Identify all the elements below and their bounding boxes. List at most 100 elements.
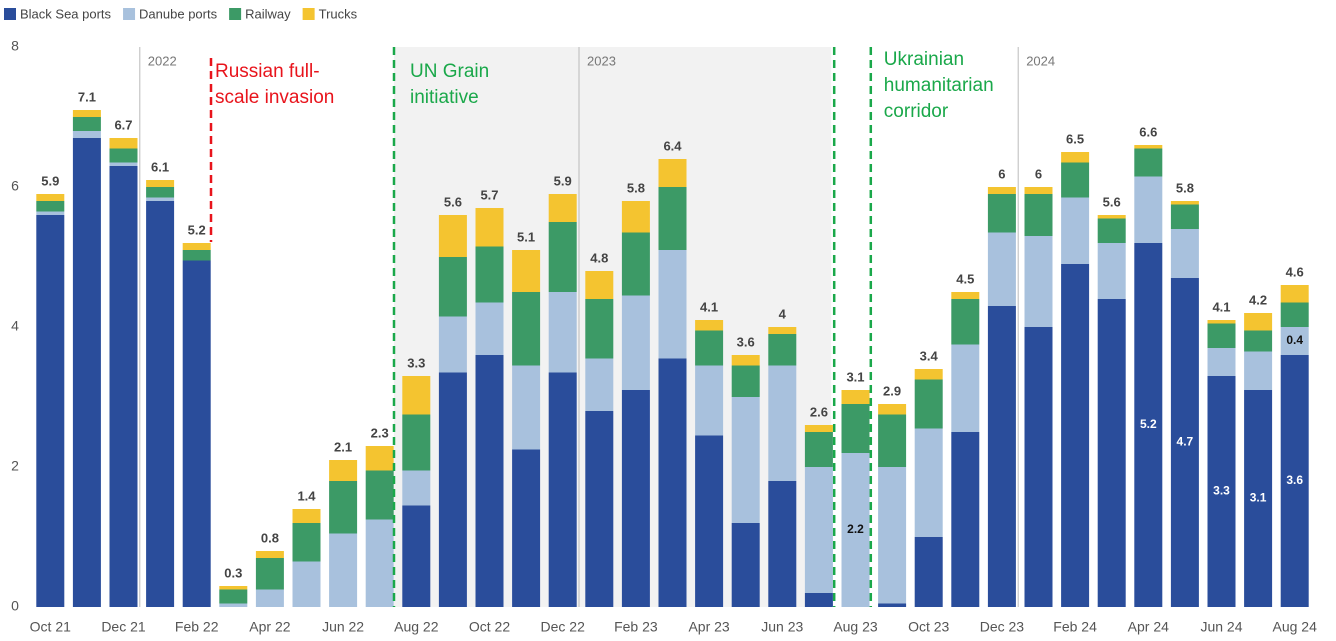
total-label: 4.1: [700, 299, 718, 314]
value-label: 2.2: [847, 522, 864, 536]
bar-segment: [402, 470, 431, 506]
bar-segment: [951, 432, 980, 607]
bar-segment: [512, 449, 541, 607]
bar-segment: [1244, 330, 1273, 352]
annotation: scale invasion: [215, 87, 334, 108]
bar-segment: [841, 390, 870, 404]
bar-segment: [182, 260, 211, 607]
bar-segment: [548, 372, 577, 607]
x-tick-label: Apr 24: [1128, 619, 1169, 635]
annotation: UN Grain: [410, 61, 489, 82]
annotation: Russian full-: [215, 61, 320, 82]
bar-segment: [951, 344, 980, 432]
bar-segment: [475, 246, 504, 303]
bar-segment: [951, 292, 980, 299]
bar-segment: [987, 232, 1016, 306]
total-label: 2.1: [334, 439, 352, 454]
bar-segment: [1024, 194, 1053, 236]
bar-segment: [475, 302, 504, 355]
bar-segment: [585, 271, 614, 299]
bar-segment: [841, 453, 870, 607]
bar-segment: [1134, 176, 1163, 243]
bar-segment: [878, 603, 907, 607]
bar-segment: [1097, 243, 1126, 299]
legend-swatch: [302, 8, 315, 20]
value-label: 3.6: [1286, 473, 1303, 487]
bar-segment: [292, 509, 321, 523]
bar-segment: [255, 551, 284, 558]
bar-segment: [1170, 204, 1199, 229]
value-label: 3.1: [1250, 491, 1267, 505]
total-label: 6.5: [1066, 131, 1084, 146]
bar-segment: [695, 435, 724, 607]
bar-segment: [475, 355, 504, 607]
total-label: 1.4: [297, 488, 316, 503]
bar-segment: [621, 232, 650, 296]
bar-segment: [731, 523, 760, 607]
value-label: 5.2: [1140, 417, 1157, 431]
y-tick-label: 2: [11, 458, 19, 474]
bar-segment: [768, 481, 797, 607]
bar-segment: [72, 138, 101, 607]
bar-segment: [1207, 320, 1236, 324]
bar-segment: [438, 257, 467, 317]
bar-segment: [72, 117, 101, 131]
x-tick-label: Jun 22: [322, 619, 364, 635]
total-label: 5.8: [1176, 180, 1194, 195]
bar-segment: [182, 243, 211, 250]
bar-segment: [951, 299, 980, 345]
bar-segment: [731, 365, 760, 397]
bar-segment: [72, 131, 101, 138]
bar-segment: [292, 561, 321, 607]
bar-segment: [182, 250, 211, 261]
total-label: 6.1: [151, 159, 169, 174]
bar-segment: [1024, 187, 1053, 194]
bar-segment: [512, 365, 541, 450]
bar-segment: [1061, 197, 1090, 264]
bar-segment: [914, 428, 943, 537]
x-tick-label: Oct 22: [469, 619, 510, 635]
bar-segment: [695, 365, 724, 436]
x-tick-label: Feb 24: [1053, 619, 1097, 635]
bar-segment: [1024, 327, 1053, 607]
bar-segment: [402, 376, 431, 415]
bar-segment: [146, 187, 175, 198]
bar-segment: [768, 327, 797, 334]
value-label: 0.4: [1286, 333, 1303, 347]
y-tick-label: 0: [11, 598, 19, 614]
bar-segment: [255, 589, 284, 607]
total-label: 5.6: [444, 194, 462, 209]
bar-segment: [987, 187, 1016, 194]
legend-swatch: [4, 8, 16, 20]
bar-segment: [146, 197, 175, 201]
total-label: 4.5: [956, 271, 974, 286]
annotation: corridor: [884, 101, 949, 122]
bar-segment: [1061, 162, 1090, 198]
bar-segment: [292, 523, 321, 562]
bar-segment: [804, 432, 833, 467]
bar-segment: [219, 603, 248, 607]
total-label: 5.9: [554, 173, 572, 188]
x-tick-label: Apr 22: [249, 619, 290, 635]
y-tick-label: 8: [11, 38, 19, 54]
bar-segment: [72, 110, 101, 117]
bar-segment: [1134, 145, 1163, 149]
bar-segment: [1280, 355, 1309, 607]
bar-segment: [1097, 299, 1126, 607]
bar-segment: [402, 414, 431, 471]
bar-segment: [109, 138, 138, 149]
total-label: 4.6: [1286, 264, 1304, 279]
value-label: 4.7: [1177, 435, 1194, 449]
bar-segment: [146, 180, 175, 187]
total-label: 5.6: [1103, 194, 1121, 209]
bar-segment: [1097, 218, 1126, 243]
bar-segment: [1170, 278, 1199, 607]
bar-segment: [36, 201, 65, 212]
bar-segment: [914, 369, 943, 380]
bar-segment: [255, 558, 284, 590]
total-label: 5.2: [188, 222, 206, 237]
x-tick-label: Oct 23: [908, 619, 949, 635]
annotation: Ukrainian: [884, 49, 964, 70]
x-tick-label: Oct 21: [30, 619, 71, 635]
